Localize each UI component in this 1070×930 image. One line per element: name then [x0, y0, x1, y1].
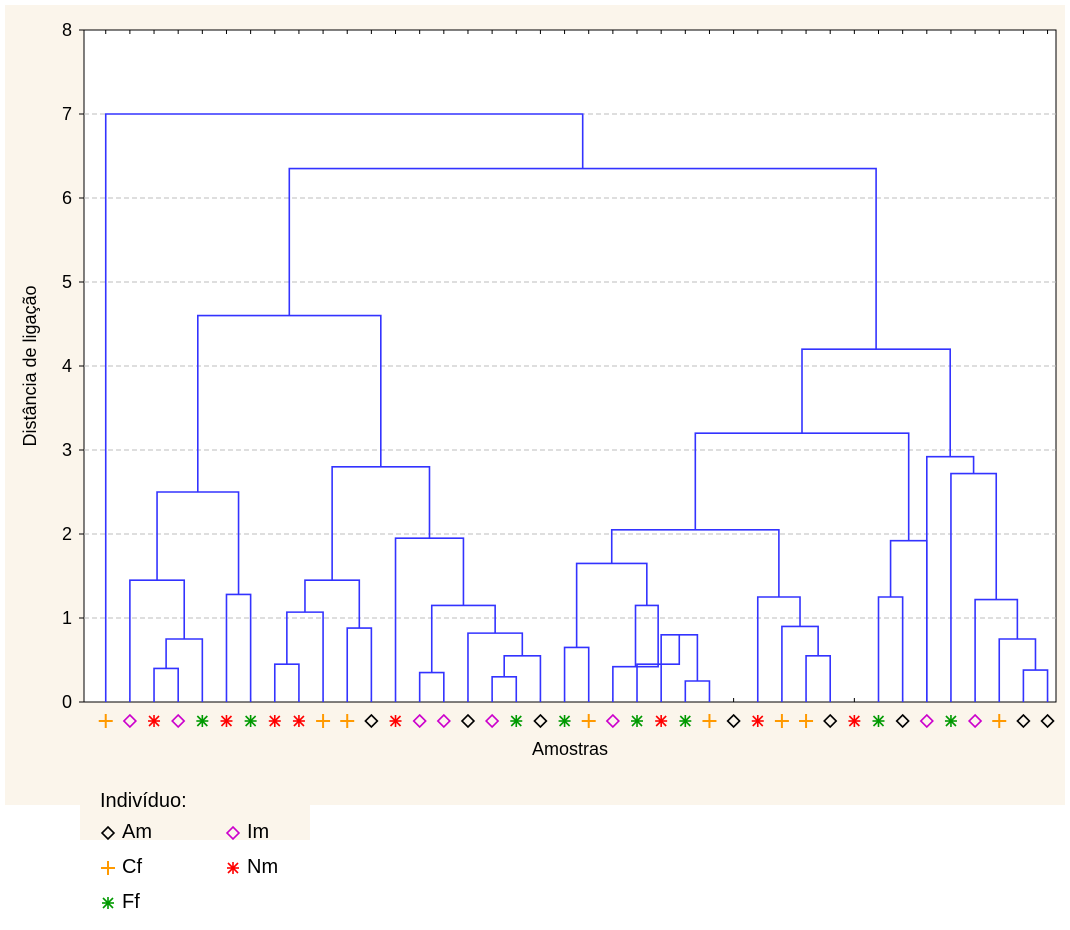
diamond-icon: [100, 825, 116, 840]
leaf-marker-nm: [389, 715, 402, 727]
leaf-marker-nm: [148, 715, 161, 727]
leaf-marker-ff: [679, 715, 692, 727]
leaf-marker-im: [412, 713, 427, 729]
leaf-marker-im: [484, 713, 500, 729]
leaf-marker-am: [823, 713, 838, 729]
leaf-marker-am: [1016, 713, 1031, 729]
leaf-marker-am: [726, 713, 741, 729]
leaf-marker-am: [1040, 713, 1055, 729]
leaf-marker-ff: [872, 715, 885, 727]
leaf-marker-cf: [992, 714, 1007, 728]
leaf-marker-im: [171, 713, 186, 729]
y-tick-label: 2: [62, 524, 72, 544]
legend-label: Cf: [122, 856, 142, 878]
leaf-marker-nm: [268, 715, 281, 727]
y-tick-label: 8: [62, 20, 72, 40]
leaf-marker-nm: [292, 715, 305, 727]
legend-label: Am: [122, 821, 152, 843]
diamond-icon: [225, 825, 241, 840]
leaf-marker-im: [919, 713, 934, 729]
leaf-marker-nm: [751, 715, 764, 727]
leaf-marker-cf: [340, 714, 355, 728]
leaf-marker-cf: [581, 714, 596, 728]
leaf-marker-cf: [702, 714, 717, 728]
leaf-marker-am: [460, 713, 476, 729]
leaf-marker-nm: [655, 715, 668, 727]
legend-background: [80, 780, 310, 840]
leaf-marker-am: [364, 713, 379, 729]
leaf-marker-cf: [799, 714, 814, 728]
y-tick-label: 4: [62, 356, 72, 376]
y-tick-label: 5: [62, 272, 72, 292]
legend-title: Indivíduo:: [100, 790, 187, 812]
y-tick-label: 7: [62, 104, 72, 124]
dendrogram-link: [104, 113, 584, 702]
leaf-marker-cf: [98, 714, 113, 728]
leaf-marker-im: [605, 713, 620, 729]
legend-label: Im: [247, 821, 270, 843]
leaf-marker-ff: [631, 715, 644, 727]
leaf-marker-im: [967, 713, 983, 729]
leaf-marker-ff: [510, 715, 523, 727]
leaf-marker-ff: [196, 715, 209, 727]
leaf-marker-nm: [220, 715, 233, 727]
x-axis-label: Amostras: [532, 739, 608, 759]
leaf-marker-im: [436, 713, 451, 729]
asterisk-icon: [102, 896, 114, 909]
legend-label: Ff: [122, 891, 140, 913]
leaf-marker-ff: [558, 715, 571, 727]
y-tick-label: 3: [62, 440, 72, 460]
legend-item-im: Im: [225, 821, 269, 844]
leaf-marker-ff: [244, 715, 257, 727]
y-axis-label: Distância de ligação: [20, 285, 40, 446]
legend-item-nm: Nm: [225, 856, 278, 879]
y-tick-label: 1: [62, 608, 72, 628]
leaf-marker-am: [533, 713, 548, 729]
leaf-marker-im: [122, 713, 138, 729]
legend-item-ff: Ff: [100, 891, 140, 914]
legend-label: Nm: [247, 856, 279, 878]
legend-item-cf: Cf: [100, 856, 142, 879]
leaf-marker-cf: [774, 714, 789, 728]
leaf-marker-am: [895, 713, 910, 729]
leaf-marker-cf: [316, 714, 331, 728]
leaf-marker-ff: [944, 715, 957, 727]
legend-item-am: Am: [100, 821, 152, 844]
leaf-marker-nm: [848, 715, 861, 727]
asterisk-icon: [227, 861, 239, 874]
y-tick-label: 6: [62, 188, 72, 208]
y-tick-label: 0: [62, 692, 72, 712]
plus-icon: [101, 860, 115, 875]
